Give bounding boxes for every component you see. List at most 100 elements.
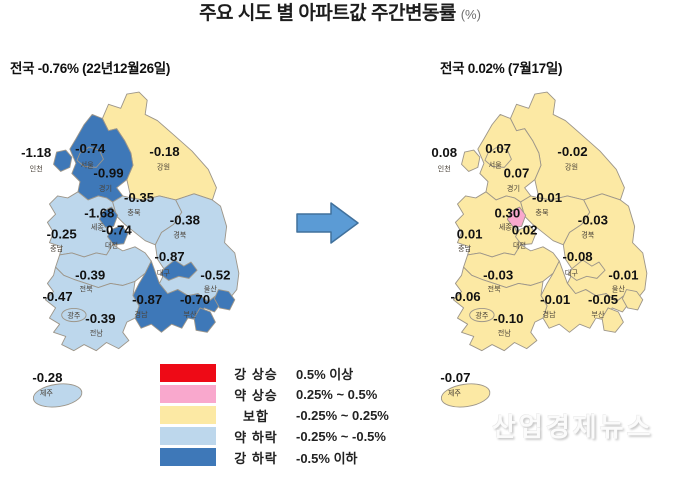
value-label-jeju: -0.28 (32, 370, 62, 385)
value-label-gyeonggi: -0.99 (93, 166, 123, 181)
value-label-jeonnam: -0.39 (85, 311, 115, 326)
legend-row-weak-up: 약 상승 0.25% ~ 0.5% (160, 385, 389, 403)
region-daejeon (515, 224, 537, 246)
value-label-daegu: -0.87 (155, 249, 185, 264)
legend-swatch-strong-down (160, 448, 216, 466)
map-after: -0.02 강원 0.07 경기 -0.01 충북 0.01 충남 -0.03 경북 -0.03 전북… (416, 90, 672, 426)
value-label-seoul: -0.74 (75, 141, 106, 156)
region-name-label-gwangju: 광주 (475, 312, 489, 320)
korea-map-svg: -0.02 강원 0.07 경기 -0.01 충북 0.01 충남 -0.03 경북 -0.03 전북… (431, 91, 648, 408)
region-jeonnam (44, 266, 140, 352)
region-name-label-gyeongnam: 경남 (543, 310, 557, 319)
region-name-label-seoul: 서울 (81, 160, 95, 169)
region-name-label-gwangju: 광주 (67, 312, 81, 320)
page-title-text: 주요 시도 별 아파트값 주간변동률 (199, 3, 456, 24)
map-before: -0.18 강원 -0.99 경기 -0.35 충북 -0.25 충남 -0.38 경북 -0.39… (8, 90, 264, 426)
value-label-gyeongnam: -0.87 (132, 292, 162, 307)
region-sejong (506, 206, 527, 228)
region-gwangju (469, 307, 495, 323)
region-name-label-chungnam: 충남 (458, 244, 472, 253)
region-name-label-gyeongbuk: 경북 (173, 231, 187, 240)
legend-swatch-strong-up (160, 364, 216, 382)
region-name-label-chungbuk: 충북 (535, 208, 549, 217)
region-name-label-gyeonggi: 경기 (507, 184, 520, 193)
legend-row-strong-up: 강 상승 0.5% 이상 (160, 364, 389, 382)
legend-label: 강 하락 (234, 450, 278, 466)
region-name-label-jeonnam: 전남 (90, 328, 104, 337)
region-ulsan (621, 289, 644, 311)
value-label-ulsan: -0.52 (200, 267, 230, 282)
region-name-label-ulsan: 울산 (612, 285, 626, 294)
region-name-label-gangwon: 강원 (157, 162, 170, 171)
legend-range: -0.25% ~ 0.25% (296, 407, 389, 423)
caption-after: 전국 0.02% (7월17일) (440, 61, 563, 76)
region-name-label-incheon: 인천 (438, 164, 451, 173)
legend-range: 0.5% 이상 (296, 366, 354, 382)
region-gwangju (61, 307, 87, 323)
value-label-chungnam: -0.25 (47, 227, 77, 242)
region-jeonnam (452, 266, 548, 352)
value-label-gangwon: -0.18 (149, 144, 179, 159)
region-name-label-incheon: 인천 (30, 164, 43, 173)
value-label-seoul: 0.07 (485, 141, 511, 156)
region-seoul (76, 146, 104, 168)
value-label-jeonbuk: -0.39 (75, 267, 105, 282)
region-name-label-daegu: 대구 (157, 269, 171, 277)
value-label-jeonbuk: -0.03 (483, 267, 513, 282)
region-name-label-ulsan: 울산 (204, 285, 218, 294)
region-name-label-daejeon: 대전 (105, 241, 118, 250)
region-jeju (32, 383, 83, 408)
korea-map-svg: -0.18 강원 -0.99 경기 -0.35 충북 -0.25 충남 -0.38 경북 -0.39… (21, 91, 240, 408)
watermark: 산업경제뉴스 (492, 412, 654, 442)
region-daegu (159, 259, 198, 281)
page-title-unit: (%) (460, 7, 481, 22)
right-arrow-icon (296, 202, 359, 244)
value-label-busan: -0.70 (180, 292, 210, 307)
region-incheon (461, 149, 481, 172)
legend-label: 약 하락 (234, 429, 278, 445)
region-seoul (484, 146, 512, 168)
region-jeju (440, 383, 491, 408)
region-name-label-jeonbuk: 전북 (80, 285, 94, 294)
value-label-sejong: -1.68 (84, 205, 114, 220)
legend-range: -0.25% ~ -0.5% (296, 428, 386, 444)
region-name-label-gangwon: 강원 (565, 162, 578, 171)
region-name-label-daegu: 대구 (565, 269, 579, 277)
region-name-label-seoul: 서울 (489, 160, 503, 169)
value-label-incheon: -1.18 (21, 145, 51, 160)
transition-arrow-icon (296, 202, 360, 244)
legend-range: 0.25% ~ 0.5% (296, 386, 378, 402)
region-busan (601, 307, 624, 333)
region-name-label-jeju: 제주 (40, 389, 54, 397)
legend-label: 약 상승 (234, 387, 278, 403)
value-label-gyeongbuk: -0.03 (578, 212, 608, 227)
region-name-label-jeonbuk: 전북 (488, 285, 502, 294)
region-name-label-jeonnam: 전남 (498, 328, 512, 337)
value-label-gwangju: -0.06 (451, 289, 481, 304)
value-label-chungbuk: -0.01 (532, 190, 562, 205)
value-label-chungbuk: -0.35 (124, 190, 154, 205)
value-label-daejeon: -0.74 (102, 223, 133, 238)
region-incheon (53, 149, 73, 172)
arrow-svg (296, 202, 359, 244)
region-name-label-chungnam: 충남 (50, 244, 64, 253)
region-name-label-daejeon: 대전 (513, 241, 526, 250)
region-name-label-chungbuk: 충북 (127, 208, 141, 217)
region-name-label-busan: 부산 (591, 310, 605, 319)
value-label-daegu: -0.08 (563, 249, 593, 264)
region-name-label-busan: 부산 (183, 310, 197, 319)
region-name-label-gyeongnam: 경남 (135, 310, 149, 319)
legend-row-flat: 보합 -0.25% ~ 0.25% (160, 406, 389, 424)
page-title: 주요 시도 별 아파트값 주간변동률 (%) (0, 0, 680, 25)
legend-swatch-weak-down (160, 427, 216, 445)
value-label-gyeongnam: -0.01 (540, 292, 570, 307)
caption-before: 전국 -0.76% (22년12월26일) (10, 61, 171, 76)
value-label-gyeonggi: 0.07 (504, 166, 530, 181)
region-ulsan (213, 289, 236, 311)
legend-range: -0.5% 이하 (296, 450, 358, 466)
legend-label: 강 상승 (234, 366, 278, 382)
value-label-gyeongbuk: -0.38 (170, 212, 200, 227)
region-daejeon (107, 224, 129, 246)
value-label-ulsan: -0.01 (608, 267, 638, 282)
